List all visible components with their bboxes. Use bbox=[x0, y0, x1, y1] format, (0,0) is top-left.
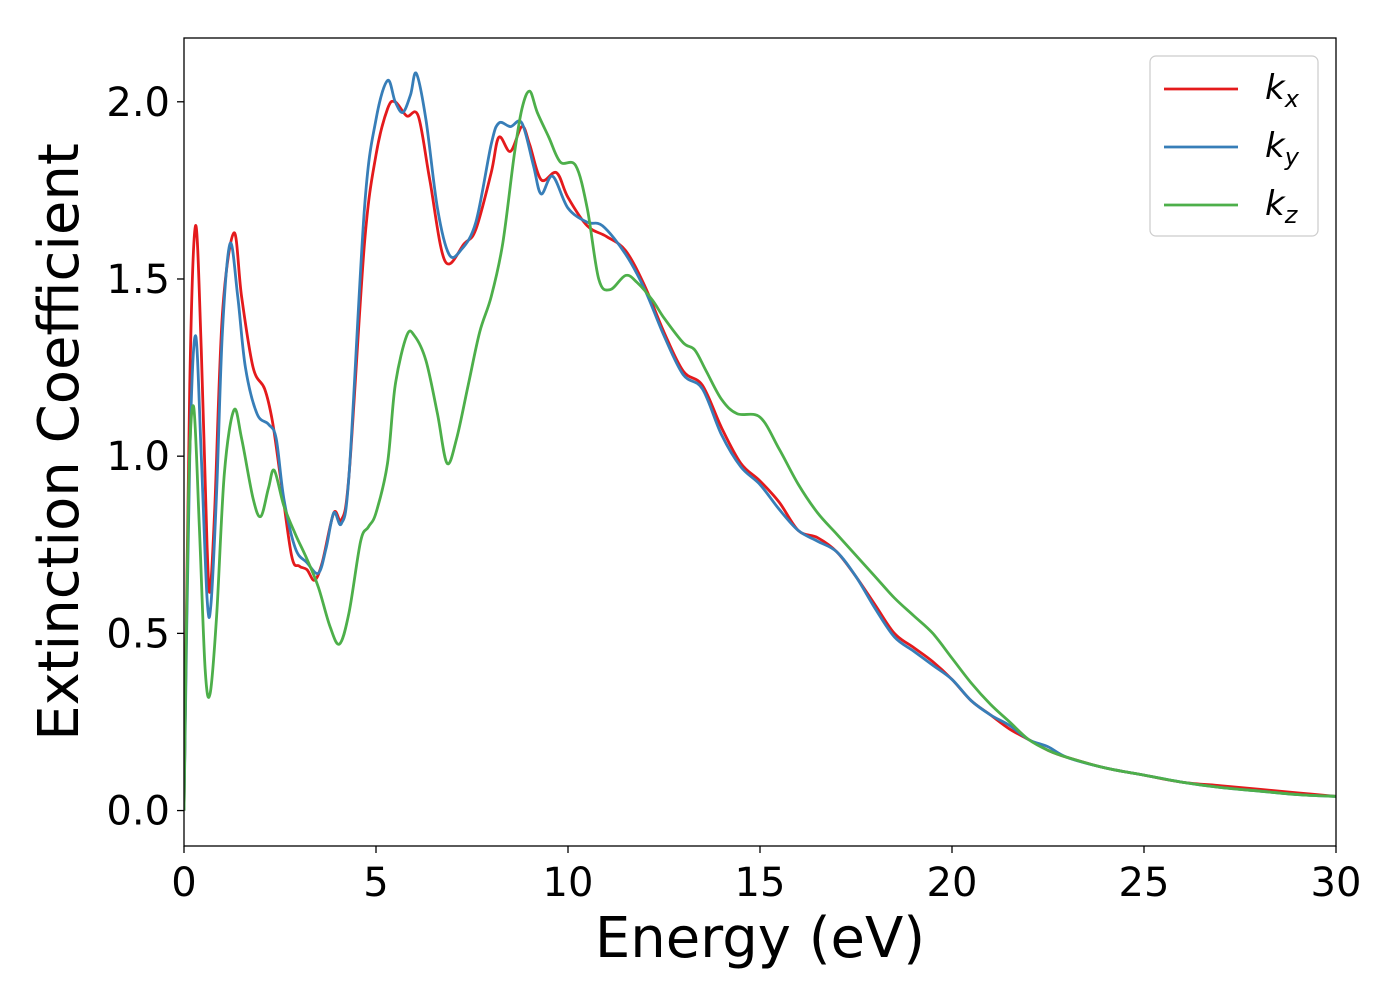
legend-label-k-x: kx bbox=[1265, 68, 1300, 113]
y-tick-label: 1.0 bbox=[106, 434, 170, 480]
x-tick-label: 15 bbox=[735, 860, 786, 906]
series-layer bbox=[184, 71, 1336, 811]
y-tick-label: 0.5 bbox=[106, 611, 170, 657]
legend: kx ky kz bbox=[1149, 55, 1319, 237]
x-axis-title: Energy (eV) bbox=[595, 906, 925, 971]
x-tick-label: 0 bbox=[171, 860, 196, 906]
x-tick-label: 5 bbox=[363, 860, 388, 906]
y-tick-label: 0.0 bbox=[106, 789, 170, 835]
y-tick-label: 1.5 bbox=[106, 257, 170, 303]
x-axis-ticks: 0 5 10 15 20 25 30 bbox=[171, 846, 1361, 906]
x-tick-label: 30 bbox=[1311, 860, 1362, 906]
y-tick-label: 2.0 bbox=[106, 80, 170, 126]
y-axis-title: Extinction Coefficient bbox=[27, 143, 92, 741]
series-line-k-z bbox=[184, 89, 1336, 811]
legend-label-k-z: kz bbox=[1265, 184, 1299, 229]
x-tick-label: 25 bbox=[1119, 860, 1170, 906]
x-tick-label: 10 bbox=[543, 860, 594, 906]
legend-label-k-y: ky bbox=[1265, 126, 1300, 171]
series-line-k-y bbox=[184, 71, 1336, 811]
x-tick-label: 20 bbox=[927, 860, 978, 906]
y-axis-ticks: 0.0 0.5 1.0 1.5 2.0 bbox=[106, 80, 184, 835]
